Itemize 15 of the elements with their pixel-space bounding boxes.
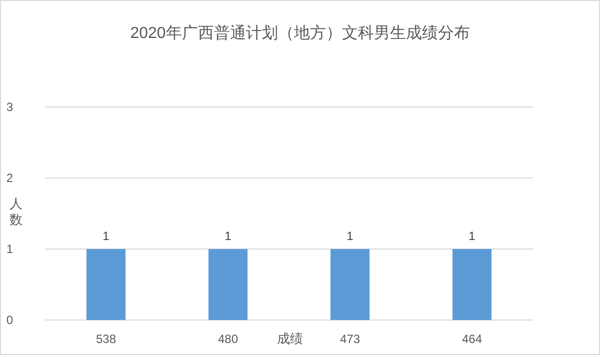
data-label: 1 [346, 229, 354, 243]
y-tick-label: 1 [6, 242, 14, 256]
data-label: 1 [102, 229, 110, 243]
x-tick-label: 464 [462, 332, 482, 346]
x-tick-label: 473 [340, 332, 360, 346]
x-tick-label: 538 [96, 332, 116, 346]
data-label: 1 [224, 229, 232, 243]
data-label: 1 [468, 229, 476, 243]
y-tick-label: 2 [6, 171, 14, 185]
y-tick-label: 3 [6, 100, 14, 114]
x-tick-label: 480 [218, 332, 238, 346]
chart-title: 2020年广西普通计划（地方）文科男生成绩分布 [130, 24, 470, 42]
y-tick-label: 0 [6, 313, 14, 327]
y-axis-title: 人数 [10, 196, 22, 227]
x-axis-title: 成绩 [277, 331, 303, 346]
